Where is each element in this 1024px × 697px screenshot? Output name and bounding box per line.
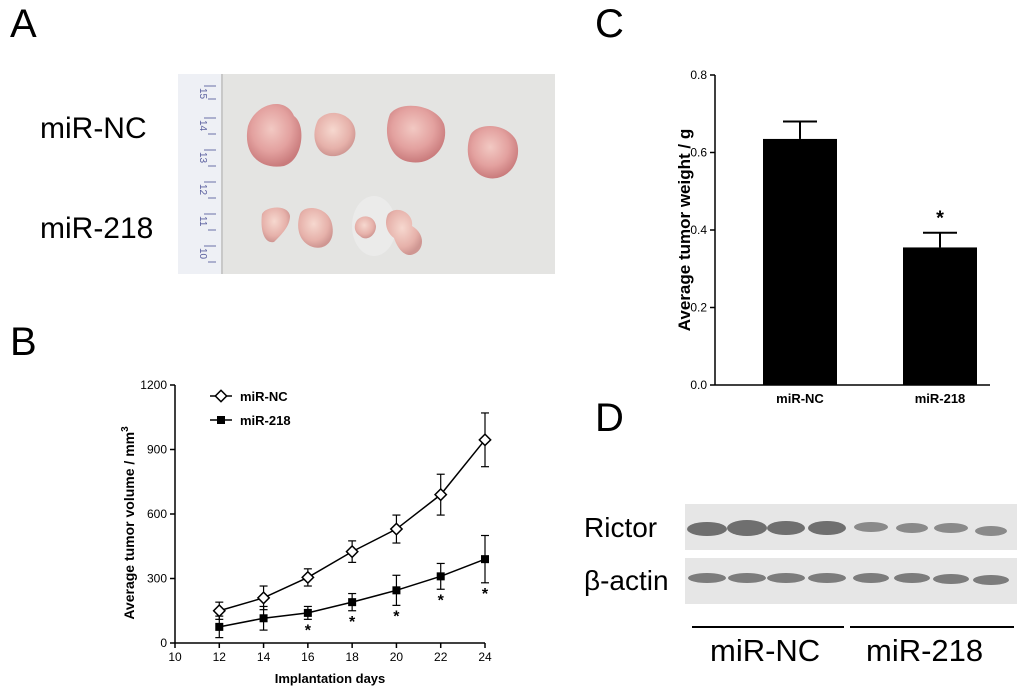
tumor-weight-chart: Average tumor weight / g 0.0 0.2 0.4 0.6 0.8… (675, 68, 990, 406)
b-xlabel: Implantation days (275, 671, 386, 686)
group-line-mir-218 (850, 626, 1014, 628)
band-rictor (727, 520, 767, 536)
c-significance-star: * (936, 208, 944, 230)
b-ylabel: Average tumor volume / mm3 (120, 426, 137, 620)
band-actin (728, 573, 766, 583)
b-x-tick-label: 24 (478, 650, 492, 664)
band-actin (894, 573, 930, 583)
c-bar-mir-218 (903, 247, 977, 385)
b-point-mir-218 (348, 598, 357, 607)
b-point-mir-218 (392, 586, 401, 595)
panel-a-label-mir-218: miR-218 (40, 212, 154, 245)
legend-diamond-marker (214, 389, 228, 403)
b-significance-star: * (482, 586, 489, 603)
band-actin (973, 575, 1009, 585)
ruler-number: 10 (197, 248, 208, 260)
band-actin (808, 573, 846, 583)
b-point-mir-nc (433, 487, 448, 502)
group-label-mir-nc: miR-NC (710, 633, 821, 668)
b-legend: miR-NC miR-218 (210, 389, 291, 428)
band-actin (688, 573, 726, 583)
b-point-mir-nc (301, 570, 315, 585)
panel-a-letter: A (10, 2, 37, 46)
c-x-tick-label: miR-NC (776, 391, 824, 406)
band-actin (853, 573, 889, 583)
panel-d-letter: D (595, 396, 624, 440)
b-x-tick-label: 16 (301, 650, 315, 664)
b-point-mir-nc (256, 591, 271, 605)
b-significance-star: * (438, 592, 445, 609)
blot-label-rictor: Rictor (584, 512, 658, 543)
legend-mir-nc: miR-NC (240, 389, 288, 404)
b-point-mir-nc (212, 604, 227, 618)
c-y-tick-label: 0.4 (690, 223, 707, 237)
c-y-tick-label: 0.2 (690, 301, 707, 315)
legend-square-marker (217, 416, 225, 424)
b-point-mir-218 (481, 555, 489, 564)
ruler-number: 13 (197, 152, 208, 164)
tumor-218-4 (386, 209, 422, 256)
band-actin (933, 574, 969, 584)
b-point-mir-nc (478, 433, 492, 447)
band-rictor (854, 522, 888, 532)
tumor-photo: 15 14 13 12 11 10 (178, 74, 555, 274)
b-x-tick-label: 18 (345, 650, 359, 664)
band-rictor (767, 521, 805, 535)
tumor-nc-1 (246, 103, 302, 167)
band-rictor (975, 526, 1007, 536)
legend-mir-218: miR-218 (240, 413, 291, 428)
band-rictor (808, 521, 846, 535)
western-blot (685, 504, 1017, 604)
b-point-mir-218 (259, 614, 268, 623)
ruler-ticks (204, 85, 216, 263)
b-point-mir-218 (215, 622, 224, 631)
ruler-number: 11 (197, 216, 208, 227)
group-label-mir-218: miR-218 (866, 633, 984, 668)
b-x-tick-label: 14 (257, 650, 271, 664)
c-ylabel: Average tumor weight / g (675, 129, 694, 331)
b-point-mir-nc (389, 522, 404, 536)
c-y-tick-label: 0.6 (690, 146, 707, 160)
b-point-mir-nc (345, 544, 359, 559)
b-y-tick-label: 600 (147, 507, 167, 521)
group-line-mir-nc (692, 626, 844, 628)
ruler (178, 74, 222, 274)
c-x-tick-label: miR-218 (915, 391, 966, 406)
panel-b-letter: B (10, 320, 37, 364)
c-bar-mir-nc (763, 138, 837, 385)
panel-c-letter: C (595, 2, 624, 46)
ruler-number: 12 (197, 184, 208, 196)
band-actin (767, 573, 805, 583)
b-significance-star: * (305, 622, 312, 639)
b-y-tick-label: 900 (147, 443, 167, 457)
b-point-mir-218 (303, 608, 312, 617)
band-rictor (896, 523, 928, 533)
band-rictor (687, 522, 727, 536)
b-y-tick-label: 0 (160, 636, 167, 650)
b-significance-star: * (349, 614, 356, 631)
b-y-tick-label: 1200 (140, 378, 167, 392)
c-y-tick-label: 0.8 (690, 68, 707, 82)
ruler-number: 14 (197, 120, 208, 132)
b-significance-star: * (393, 608, 400, 625)
tumor-nc-3 (386, 105, 446, 163)
c-y-tick-label: 0.0 (690, 378, 707, 392)
panel-a-label-mir-nc: miR-NC (40, 112, 147, 145)
tumor-218-1 (261, 207, 290, 243)
b-x-tick-label: 12 (213, 650, 227, 664)
tumor-nc-2 (314, 112, 356, 157)
b-series-line (219, 439, 486, 612)
b-x-tick-label: 10 (168, 650, 182, 664)
tumor-218-3 (354, 216, 376, 239)
tumor-volume-chart: Average tumor volume / mm3 Implantation … (120, 378, 492, 686)
blot-label-beta-actin: β-actin (584, 565, 669, 596)
b-point-mir-218 (436, 572, 445, 581)
tumor-nc-4 (467, 126, 519, 179)
tumor-218-2 (298, 208, 333, 248)
band-rictor (934, 523, 968, 533)
b-x-tick-label: 20 (390, 650, 404, 664)
b-y-tick-label: 300 (147, 572, 167, 586)
b-x-tick-label: 22 (434, 650, 448, 664)
ruler-number: 15 (197, 88, 208, 100)
